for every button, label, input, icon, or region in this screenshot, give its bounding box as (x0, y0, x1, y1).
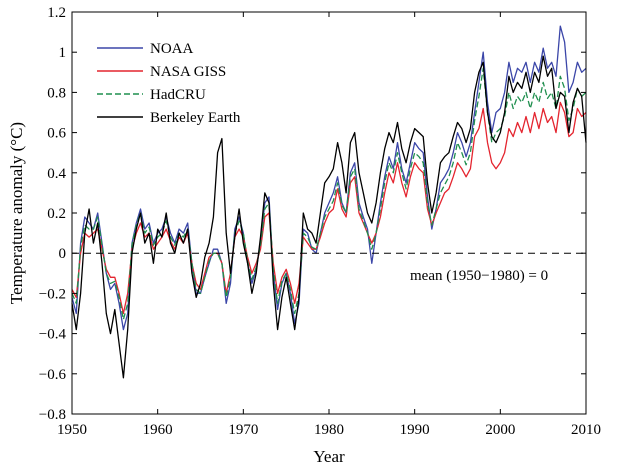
y-tick-label: 0.8 (47, 85, 66, 101)
x-tick-label: 1980 (314, 422, 344, 438)
x-tick-label: 1970 (228, 422, 258, 438)
y-tick-label: −0.8 (39, 407, 66, 423)
legend-label: NASA GISS (150, 64, 226, 80)
series-layer (71, 25, 587, 379)
legend-label: Berkeley Earth (150, 110, 241, 126)
y-tick-label: 0.2 (47, 206, 66, 222)
x-tick-label: 2010 (571, 422, 601, 438)
annotation-mean: mean (1950−1980) = 0 (410, 268, 548, 284)
ticks-layer: 1950 1960 1970 1980 1990 2000 2010 −0.8 −0.6 −0.4… (39, 5, 601, 438)
y-tick-label: 0 (59, 246, 67, 262)
y-tick-label: −0.4 (39, 327, 67, 343)
x-axis-title: Year (313, 447, 345, 466)
series-line-nasa-giss (71, 101, 587, 315)
legend: NOAA NASA GISS HadCRU Berkeley Earth (97, 41, 241, 126)
legend-label: NOAA (150, 41, 193, 57)
x-tick-label: 1990 (400, 422, 430, 438)
x-tick-label: 2000 (485, 422, 515, 438)
series-line-hadcru (71, 67, 587, 321)
x-tick-label: 1950 (57, 422, 87, 438)
series-line-berkeley-earth (71, 55, 587, 379)
legend-label: HadCRU (150, 87, 206, 103)
y-tick-label: 0.4 (47, 166, 66, 182)
y-tick-label: 0.6 (47, 126, 66, 142)
y-tick-label: −0.2 (39, 286, 66, 302)
y-axis-title: Temperature anomaly (°C) (7, 122, 26, 304)
y-tick-label: −0.6 (39, 367, 67, 383)
y-tick-label: 1 (59, 45, 67, 61)
y-tick-label: 1.2 (47, 5, 66, 21)
x-tick-label: 1960 (143, 422, 173, 438)
